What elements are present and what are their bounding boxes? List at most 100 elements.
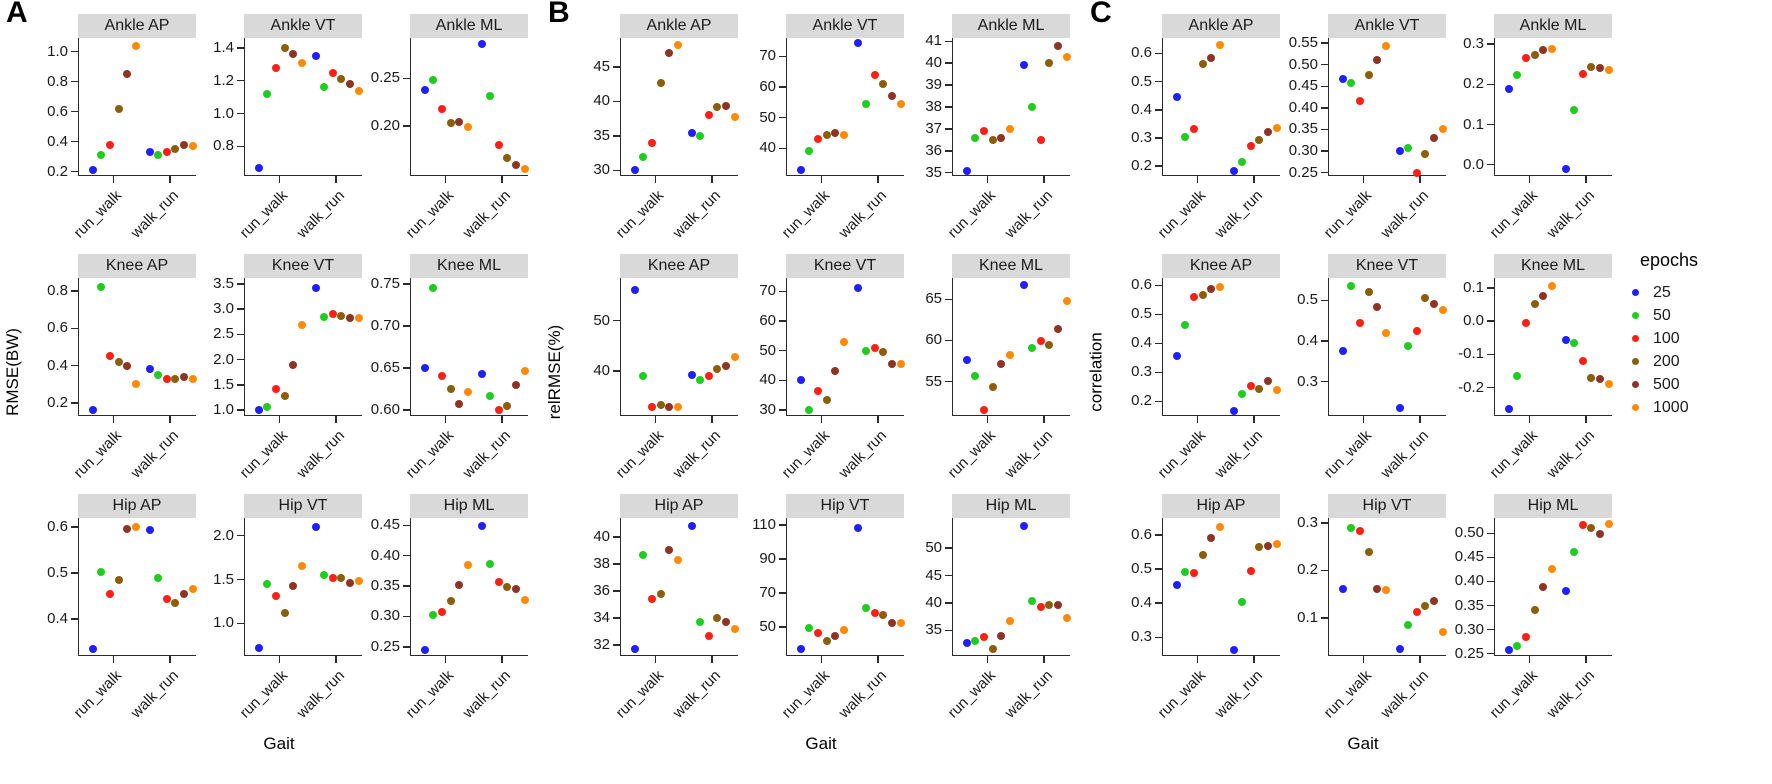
data-point-epochs-50 bbox=[154, 151, 163, 159]
legend: epochs 25 50 100 200 500 1000 bbox=[1626, 250, 1742, 419]
data-point-epochs-100 bbox=[980, 127, 989, 136]
y-tick-mark bbox=[945, 171, 952, 174]
y-tick-label: 40 bbox=[759, 139, 776, 157]
y-tick-mark bbox=[945, 547, 952, 549]
y-tick-label: 3.5 bbox=[213, 275, 234, 293]
x-tick-mark bbox=[1528, 656, 1531, 663]
legend-entries: 25 50 100 200 500 1000 bbox=[1626, 281, 1742, 419]
y-tick-label: 0.50 bbox=[1288, 55, 1318, 73]
x-tick-mark bbox=[335, 176, 337, 183]
data-point-epochs-50 bbox=[154, 573, 163, 582]
y-tick-label: 0.6 bbox=[1131, 44, 1152, 62]
y-tick-mark bbox=[237, 578, 244, 581]
y-tick-label: 2.5 bbox=[213, 325, 234, 343]
data-point-epochs-500 bbox=[1539, 583, 1548, 592]
data-point-epochs-100 bbox=[272, 63, 281, 72]
data-point-epochs-1000 bbox=[188, 585, 197, 594]
data-point-epochs-500 bbox=[665, 403, 674, 412]
data-point-epochs-500 bbox=[887, 92, 896, 101]
y-tick-mark bbox=[1321, 128, 1328, 131]
data-point-epochs-200 bbox=[713, 614, 722, 623]
y-tick-mark bbox=[237, 358, 244, 361]
y-axis-title-rmse: RMSE(BW) bbox=[0, 14, 26, 730]
data-point-epochs-100 bbox=[814, 386, 823, 395]
data-point-epochs-100 bbox=[494, 578, 503, 587]
data-point-epochs-25 bbox=[145, 525, 154, 534]
y-tick-label: 0.30 bbox=[370, 607, 400, 625]
legend-entry-label: 500 bbox=[1653, 375, 1680, 393]
y-axis: 30 40 50 60 70 bbox=[738, 278, 786, 418]
data-point-epochs-500 bbox=[831, 367, 840, 376]
y-tick-mark bbox=[1487, 604, 1494, 607]
x-tick-mark bbox=[877, 176, 879, 183]
y-tick-label: 0.4 bbox=[1131, 594, 1152, 612]
y-tick-label: 0.3 bbox=[1463, 35, 1484, 53]
data-point-epochs-50 bbox=[97, 568, 106, 577]
data-point-epochs-1000 bbox=[896, 360, 905, 369]
data-point-epochs-1000 bbox=[1215, 282, 1224, 291]
plot-area bbox=[1494, 38, 1613, 176]
data-point-epochs-1000 bbox=[1438, 124, 1447, 133]
data-point-epochs-1000 bbox=[673, 555, 682, 564]
y-axis: 0.2 0.3 0.4 0.5 0.6 bbox=[1114, 38, 1162, 176]
y-axis-title-text: relRMSE(%) bbox=[545, 324, 565, 420]
plot-area bbox=[78, 518, 197, 656]
y-tick-mark bbox=[237, 47, 244, 49]
data-point-epochs-500 bbox=[511, 585, 520, 594]
data-point-epochs-500 bbox=[1053, 41, 1062, 50]
y-tick-label: 36 bbox=[593, 582, 610, 600]
y-tick-label: 37 bbox=[925, 119, 942, 137]
y-tick-label: 1.2 bbox=[213, 71, 234, 89]
data-point-epochs-100 bbox=[814, 629, 823, 637]
y-tick-mark bbox=[945, 298, 952, 301]
data-point-epochs-25 bbox=[145, 148, 154, 156]
x-tick-mark bbox=[169, 416, 171, 423]
data-point-epochs-25 bbox=[630, 166, 639, 175]
data-point-epochs-25 bbox=[477, 369, 486, 378]
legend-dot-icon bbox=[1632, 289, 1639, 296]
y-tick-label: 0.2 bbox=[1297, 561, 1318, 579]
y-tick-mark bbox=[71, 402, 78, 404]
data-point-epochs-200 bbox=[171, 145, 180, 153]
data-point-epochs-200 bbox=[114, 104, 123, 113]
plot-area bbox=[786, 518, 905, 656]
y-tick-mark bbox=[613, 536, 620, 538]
y-tick-label: 110 bbox=[752, 515, 776, 533]
legend-entry-label: 100 bbox=[1653, 329, 1680, 347]
x-tick-mark bbox=[820, 656, 823, 663]
y-tick-label: 2.0 bbox=[213, 350, 234, 368]
data-point-epochs-200 bbox=[446, 385, 455, 394]
x-axis: run_walk walk_run bbox=[403, 176, 528, 254]
y-axis: 0.25 0.30 0.35 0.40 0.45 0.50 bbox=[1446, 518, 1494, 662]
y-tick-label: 60 bbox=[759, 312, 776, 330]
data-point-epochs-200 bbox=[822, 395, 831, 404]
y-tick-mark bbox=[1321, 617, 1328, 619]
data-point-epochs-50 bbox=[696, 618, 705, 627]
y-tick-mark bbox=[1155, 602, 1162, 604]
data-point-epochs-100 bbox=[1412, 168, 1421, 177]
data-point-epochs-100 bbox=[1412, 607, 1421, 616]
data-point-epochs-500 bbox=[887, 360, 896, 369]
data-point-epochs-50 bbox=[429, 76, 438, 85]
data-point-epochs-200 bbox=[1587, 62, 1596, 71]
y-tick-mark bbox=[1321, 63, 1328, 66]
data-point-epochs-1000 bbox=[1438, 628, 1447, 637]
y-tick-label: 0.55 bbox=[1288, 34, 1318, 52]
y-tick-mark bbox=[1487, 556, 1494, 559]
y-tick-mark bbox=[1321, 171, 1328, 174]
y-tick-label: 0.0 bbox=[1463, 312, 1484, 330]
data-point-epochs-50 bbox=[1513, 71, 1522, 80]
y-tick-label: 1.5 bbox=[213, 375, 234, 393]
y-tick-label: 0.45 bbox=[1454, 548, 1484, 566]
data-point-epochs-200 bbox=[1421, 602, 1430, 611]
y-tick-label: 40 bbox=[925, 54, 942, 72]
y-tick-label: 1.0 bbox=[213, 614, 234, 632]
y-tick-label: 0.5 bbox=[1131, 305, 1152, 323]
x-tick-mark bbox=[1043, 416, 1045, 423]
subplot-title: Ankle AP bbox=[78, 14, 196, 38]
data-point-epochs-50 bbox=[486, 391, 495, 400]
y-tick-mark bbox=[613, 319, 620, 322]
y-tick-label: 0.5 bbox=[1131, 72, 1152, 90]
y-tick-mark bbox=[237, 622, 244, 625]
data-point-epochs-200 bbox=[1045, 341, 1054, 350]
